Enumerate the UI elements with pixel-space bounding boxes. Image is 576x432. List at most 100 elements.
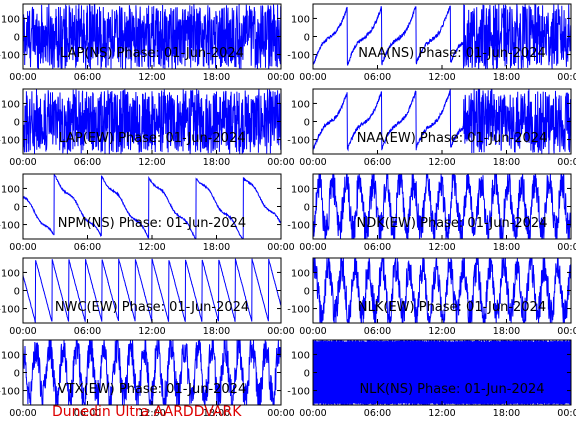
y-tick-label: 0 — [14, 287, 20, 298]
chart-title: NWC(EW) Phase: 01-Jun-2024 — [55, 300, 249, 315]
y-tick-label: 0 — [14, 369, 20, 380]
y-tick-label: 100 — [1, 268, 20, 279]
x-tick-label: 06:00 — [74, 72, 101, 83]
chart-title: NAA(EW) Phase: 01-Jun-2024 — [357, 131, 548, 146]
chart-panel: 100 0 -100 00:00 06:00 12:00 18:00 00:00 NAA(EW)… — [287, 88, 576, 168]
x-tick-label: 06:00 — [364, 408, 391, 419]
chart-panel: 100 0 -100 00:00 06:00 12:00 18:00 00:00 NLK(EW)… — [287, 257, 576, 337]
x-tick-label: 18:00 — [203, 242, 230, 253]
chart-panel: 100 0 -100 00:00 06:00 12:00 18:00 00:00 LAP(EW)… — [0, 88, 295, 168]
y-tick-label: -100 — [287, 387, 310, 398]
y-tick-label: -100 — [287, 136, 310, 147]
y-tick-label: 100 — [291, 268, 310, 279]
x-tick-label: 18:00 — [203, 408, 230, 419]
x-tick-label: 12:00 — [138, 242, 165, 253]
phase-trace — [23, 89, 281, 154]
chart-panel: 100 0 -100 00:00 06:00 12:00 18:00 00:00 NDK(EW)… — [287, 173, 576, 253]
x-tick-label: 06:00 — [74, 242, 101, 253]
phase-trace — [23, 174, 281, 239]
y-tick-label: 100 — [1, 184, 20, 195]
x-tick-label: 18:00 — [493, 242, 520, 253]
x-tick-label: 00:00 — [9, 72, 36, 83]
y-tick-label: 0 — [304, 287, 310, 298]
chart-panel: 100 0 -100 00:00 06:00 12:00 18:00 00:00 NLK(NS)… — [287, 339, 576, 419]
x-tick-label: 00:00 — [299, 408, 326, 419]
x-tick-label: 00:00 — [9, 326, 36, 337]
y-tick-label: -100 — [287, 305, 310, 316]
x-tick-label: 12:00 — [138, 72, 165, 83]
x-tick-label: 12:00 — [428, 72, 455, 83]
y-tick-label: -100 — [0, 305, 20, 316]
x-tick-label: 06:00 — [74, 157, 101, 168]
x-tick-label: 00:00 — [267, 72, 294, 83]
x-tick-label: 00:00 — [299, 72, 326, 83]
x-tick-label: 12:00 — [428, 157, 455, 168]
x-tick-label: 00:00 — [9, 157, 36, 168]
chart-panel: 100 0 -100 00:00 06:00 12:00 18:00 00:00 NPM(NS)… — [0, 173, 295, 253]
x-tick-label: 18:00 — [493, 157, 520, 168]
chart-title: NDK(EW) Phase: 01-Jun-2024 — [357, 216, 548, 231]
x-tick-label: 00:00 — [267, 242, 294, 253]
y-tick-label: 100 — [291, 184, 310, 195]
x-tick-label: 06:00 — [364, 326, 391, 337]
x-tick-label: 12:00 — [138, 157, 165, 168]
x-tick-label: 06:00 — [364, 72, 391, 83]
x-tick-label: 00:00 — [557, 326, 576, 337]
y-tick-label: 100 — [1, 99, 20, 110]
chart-title: NLK(NS) Phase: 01-Jun-2024 — [359, 382, 544, 397]
phase-trace — [313, 4, 571, 69]
y-tick-label: -100 — [287, 51, 310, 62]
phase-trace — [23, 340, 281, 405]
chart-panel: 100 0 -100 00:00 06:00 12:00 18:00 00:00 LAP(NS)… — [0, 3, 295, 83]
chart-title: NPM(NS) Phase: 01-Jun-2024 — [58, 216, 246, 231]
chart-title: NAA(NS) Phase: 01-Jun-2024 — [358, 46, 546, 61]
y-tick-label: 0 — [304, 118, 310, 129]
x-tick-label: 00:00 — [299, 326, 326, 337]
y-tick-label: -100 — [0, 136, 20, 147]
y-tick-label: 100 — [291, 350, 310, 361]
x-tick-label: 06:00 — [364, 157, 391, 168]
y-tick-label: -100 — [0, 51, 20, 62]
x-tick-label: 18:00 — [203, 157, 230, 168]
chart-title: NLK(EW) Phase: 01-Jun-2024 — [358, 300, 546, 315]
chart-title: VTX(EW) Phase: 01-Jun-2024 — [58, 382, 246, 397]
y-tick-label: 0 — [14, 33, 20, 44]
x-tick-label: 00:00 — [557, 242, 576, 253]
x-tick-label: 12:00 — [428, 242, 455, 253]
chart-panel: 100 0 -100 00:00 06:00 12:00 18:00 00:00 NAA(NS)… — [287, 3, 576, 83]
chart-title: LAP(NS) Phase: 01-Jun-2024 — [60, 46, 244, 61]
y-tick-label: 0 — [14, 118, 20, 129]
x-tick-label: 18:00 — [493, 408, 520, 419]
footer-credit: Dunedin Ultra AARDDVARK — [52, 404, 242, 420]
x-tick-label: 18:00 — [493, 72, 520, 83]
x-tick-label: 06:00 — [74, 408, 101, 419]
y-tick-label: 0 — [304, 33, 310, 44]
x-tick-label: 00:00 — [557, 408, 576, 419]
y-tick-label: -100 — [0, 387, 20, 398]
y-tick-label: 100 — [1, 350, 20, 361]
phase-trace — [23, 258, 281, 323]
chart-panel: 100 0 -100 00:00 06:00 12:00 18:00 00:00 VTX(EW)… — [0, 339, 295, 419]
chart-panel: 100 0 -100 00:00 06:00 12:00 18:00 00:00 NWC(EW)… — [0, 257, 295, 337]
x-tick-label: 00:00 — [267, 408, 294, 419]
x-tick-label: 00:00 — [557, 157, 576, 168]
y-tick-label: -100 — [287, 221, 310, 232]
x-tick-label: 18:00 — [203, 72, 230, 83]
y-tick-label: 0 — [14, 203, 20, 214]
x-tick-label: 12:00 — [138, 408, 165, 419]
x-tick-label: 00:00 — [299, 242, 326, 253]
y-tick-label: 0 — [304, 369, 310, 380]
x-tick-label: 00:00 — [299, 157, 326, 168]
y-tick-label: -100 — [0, 221, 20, 232]
x-tick-label: 12:00 — [428, 408, 455, 419]
phase-trace — [313, 174, 571, 239]
phase-trace — [313, 89, 571, 154]
x-tick-label: 12:00 — [428, 326, 455, 337]
y-tick-label: 100 — [291, 99, 310, 110]
x-tick-label: 18:00 — [203, 326, 230, 337]
x-tick-label: 06:00 — [364, 242, 391, 253]
x-tick-label: 00:00 — [9, 242, 36, 253]
x-tick-label: 06:00 — [74, 326, 101, 337]
x-tick-label: 00:00 — [267, 157, 294, 168]
